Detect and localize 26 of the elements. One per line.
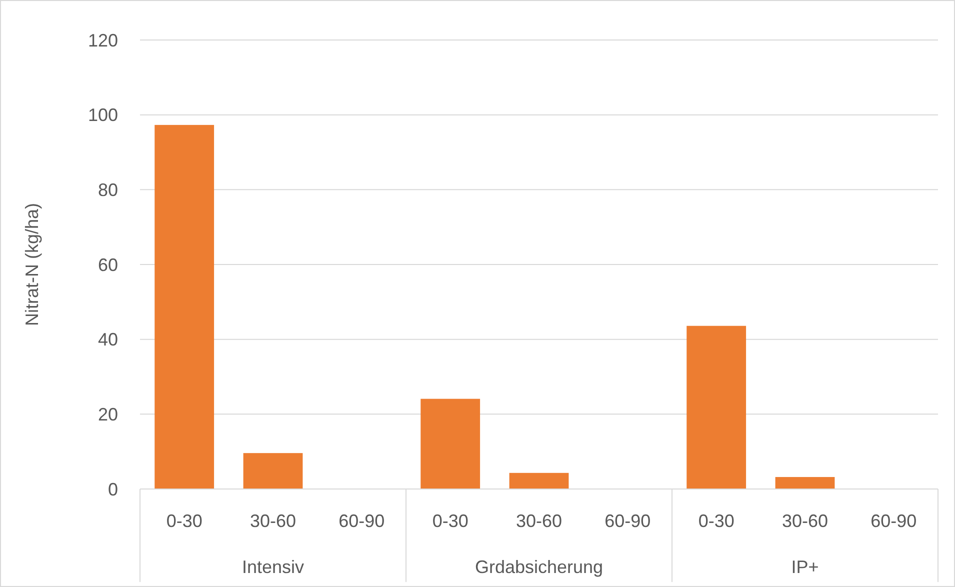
bar	[686, 326, 746, 489]
x-tick-label: 30-60	[516, 511, 562, 531]
x-tick-label: 0-30	[166, 511, 202, 531]
text: Grdabsicherung	[474, 557, 604, 577]
y-axis-title: Nitrat-N (kg/ha)	[22, 202, 42, 326]
x-tick-label: 0-30	[698, 511, 734, 531]
y-tick-label: 100	[88, 105, 118, 126]
bar	[243, 453, 303, 489]
bar	[775, 477, 835, 489]
x-tick-label: 30-60	[250, 511, 296, 531]
y-tick-label: 40	[98, 330, 118, 350]
text: IP+	[791, 557, 819, 577]
y-tick-label: 60	[98, 254, 118, 275]
bar	[154, 124, 214, 489]
bar	[509, 472, 569, 489]
y-tick-label: 80	[98, 180, 118, 200]
x-tick-label: 30-60	[782, 511, 828, 531]
y-tick-label: 20	[98, 404, 118, 424]
x-tick-label: 60-90	[338, 511, 385, 531]
x-tick-label: 60-90	[604, 511, 651, 531]
y-tick-label: 0	[108, 479, 118, 500]
y-tick-label: 120	[88, 30, 118, 50]
x-tick-label: 0-30	[432, 511, 468, 531]
text: Intensiv	[242, 557, 304, 577]
bar	[420, 398, 480, 489]
x-tick-label: 60-90	[870, 511, 917, 531]
